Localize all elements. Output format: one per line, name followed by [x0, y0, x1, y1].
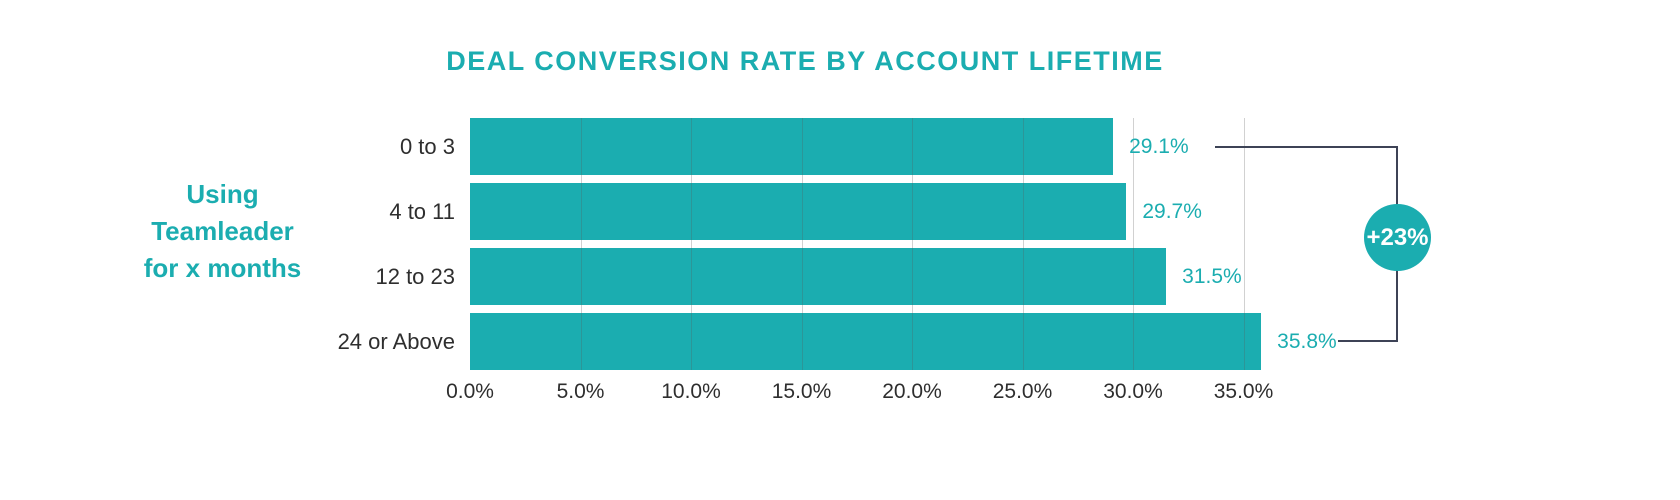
chart-title: DEAL CONVERSION RATE BY ACCOUNT LIFETIME: [446, 46, 1164, 76]
category-label: 24 or Above: [337, 329, 455, 354]
annotation-bracket-bottom-line: [1338, 340, 1398, 342]
plot-area: 0 to 3 29.1% 4 to 11 29.7% 12 to 23 31.5% 24 o…: [338, 118, 1337, 403]
annotation-bracket-top-line: [1215, 146, 1398, 148]
y-axis-group-label-line: Using: [186, 179, 259, 209]
bar: [470, 313, 1262, 370]
annotation-badge: +23%: [1364, 204, 1431, 271]
value-label: 35.8%: [1277, 330, 1337, 353]
gridline: [1243, 118, 1245, 370]
x-axis-tick-label: 35.0%: [1213, 380, 1274, 403]
y-axis-group-label-line: Teamleader: [151, 216, 294, 246]
gridline: [801, 118, 803, 370]
bar: [470, 183, 1127, 240]
value-label: 31.5%: [1182, 265, 1242, 288]
bar: [470, 118, 1114, 175]
gridline: [691, 118, 692, 370]
y-axis-group-label-line: for x months: [143, 253, 302, 283]
x-axis-tick-label: 10.0%: [661, 380, 721, 403]
category-label: 4 to 11: [389, 199, 455, 224]
category-label: 12 to 23: [375, 264, 455, 289]
bar-row: 12 to 23 31.5%: [375, 248, 1270, 305]
y-axis-group-label: Using Teamleader for x months: [95, 176, 350, 287]
x-axis-tick-label: 25.0%: [992, 380, 1053, 403]
bar-row: 24 or Above 35.8%: [338, 313, 1337, 370]
category-label: 0 to 3: [399, 134, 455, 159]
bar-row: 0 to 3 29.1%: [400, 118, 1270, 175]
gridline: [580, 118, 582, 370]
gridline: [1133, 118, 1134, 370]
x-axis-tick-label: 0.0%: [446, 380, 494, 403]
value-label: 29.7%: [1142, 200, 1202, 223]
gridline: [1022, 118, 1024, 370]
bar: [470, 248, 1167, 305]
gridline: [912, 118, 913, 370]
x-axis-tick-label: 30.0%: [1103, 380, 1163, 403]
x-axis-tick-label: 20.0%: [882, 380, 942, 403]
x-axis-tick-label: 5.0%: [556, 380, 605, 403]
x-axis-tick-label: 15.0%: [771, 380, 832, 403]
bar-row: 4 to 11 29.7%: [389, 183, 1270, 240]
value-label: 29.1%: [1129, 135, 1189, 158]
